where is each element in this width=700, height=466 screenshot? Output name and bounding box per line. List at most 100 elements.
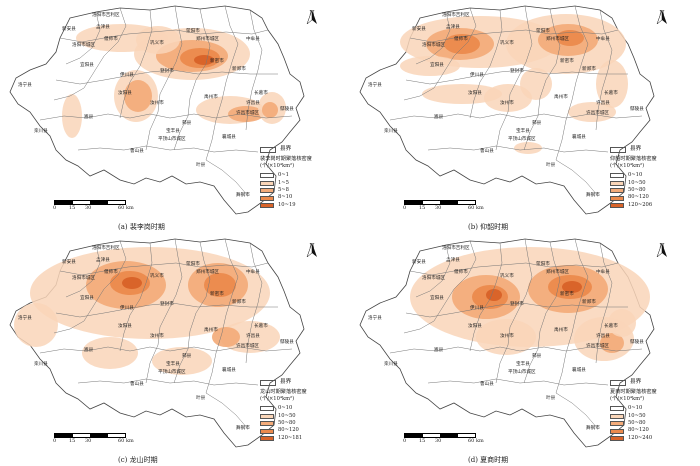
- north-arrow-icon: [656, 243, 667, 257]
- county-label: 汝阳县: [118, 89, 132, 96]
- county-label: 叶县: [196, 394, 206, 401]
- county-label: 汝阳县: [468, 89, 482, 96]
- county-label: 叶县: [546, 161, 556, 168]
- county-label: 襄城县: [572, 366, 586, 373]
- county-label: 郑州市城区: [546, 35, 569, 42]
- scale-tick: 15: [419, 438, 426, 444]
- legend-label: 0~10: [628, 405, 643, 412]
- legend-row: 10~50: [610, 413, 657, 420]
- county-label: 新郑市: [582, 298, 596, 305]
- county-label: 栾川县: [384, 127, 398, 134]
- county-label: 汝阳县: [468, 322, 482, 329]
- legend-swatch: [260, 428, 274, 434]
- county-label: 孟津县: [96, 23, 110, 30]
- legend-label: 120~181: [278, 434, 303, 441]
- density-class-2: [220, 321, 280, 353]
- scale-tick: 60 km: [468, 205, 484, 211]
- county-label: 宜阳县: [430, 61, 444, 68]
- boundary-key: 县界: [610, 379, 657, 386]
- density-class-2: [608, 309, 636, 337]
- boundary-swatch: [610, 379, 626, 386]
- county-label: 平顶山市城区: [158, 135, 186, 142]
- legend-unit: (个/×10⁴km²): [260, 162, 295, 169]
- county-label: 许昌市城区: [236, 342, 259, 349]
- county-label: 巩义市: [500, 39, 514, 46]
- county-label: 洛阳市城区: [422, 274, 445, 281]
- county-label: 荥阳市: [186, 27, 200, 34]
- density-class-2: [514, 142, 542, 154]
- county-label: 郏县: [532, 119, 542, 126]
- density-class-2: [596, 60, 628, 108]
- legend-swatch: [610, 173, 624, 179]
- legend-label: 10~19: [278, 201, 296, 208]
- density-map: 洛阳市吉利区 新安县 孟津县 偃师市 洛阳市城区 巩义市 荥阳市 郑州市城区 中…: [359, 238, 655, 448]
- county-label: 孟津县: [96, 256, 110, 263]
- county-label: 巩义市: [500, 272, 514, 279]
- density-class-3: [228, 106, 264, 122]
- county-label: 中牟县: [596, 268, 610, 275]
- map-panel-b: 洛阳市吉利区 新安县 孟津县 偃师市 洛阳市城区 巩义市 荥阳市 郑州市城区 中…: [350, 0, 700, 233]
- county-label: 宝丰县: [166, 127, 180, 134]
- county-label: 荥阳市: [536, 27, 550, 34]
- north-arrow: N: [306, 243, 318, 265]
- north-arrow: N: [656, 10, 668, 32]
- legend-row: 50~80: [610, 187, 657, 194]
- legend-row: 50~80: [260, 420, 307, 427]
- county-label: 平顶山市城区: [508, 368, 536, 375]
- legend-title: 夏商时期聚落核密度: [610, 389, 657, 396]
- scale-tick: 30: [85, 205, 92, 211]
- density-class-4: [556, 30, 584, 46]
- legend-label: 10~50: [278, 412, 296, 419]
- legend-row: 10~50: [610, 180, 657, 187]
- legend-title: 龙山时期聚落核密度: [260, 389, 307, 396]
- legend-swatch: [260, 188, 274, 194]
- legend-label: 80~120: [628, 194, 649, 201]
- density-class-3: [124, 80, 152, 112]
- county-label: 舞钢市: [236, 191, 250, 198]
- legend-unit: (个/×10⁴km²): [260, 395, 295, 402]
- county-boundaries: [389, 5, 643, 197]
- legend-swatch: [260, 180, 274, 186]
- legend-title: 仰韶时期聚落核密度: [610, 156, 657, 163]
- county-label: 洛宁县: [18, 81, 32, 88]
- county-label: 新密市: [210, 290, 224, 297]
- county-label: 洛阳市吉利区: [442, 244, 470, 251]
- county-label: 许昌县: [246, 332, 260, 339]
- legend-label: 0~10: [278, 405, 293, 412]
- density-class-2: [422, 84, 502, 104]
- panel-caption: (a) 裴李岗时期: [118, 223, 165, 231]
- county-label: 新密市: [560, 57, 574, 64]
- county-label: 洛阳市吉利区: [92, 244, 120, 251]
- map-panel-c: 洛阳市吉利区 新安县 孟津县 偃师市 洛阳市城区 巩义市 荥阳市 郑州市城区 中…: [0, 233, 350, 466]
- legend-label: 10~50: [628, 179, 646, 186]
- county-label: 洛阳市城区: [72, 41, 95, 48]
- legend-swatch: [260, 435, 274, 441]
- legend-swatch: [610, 188, 624, 194]
- boundary-key: 县界: [260, 146, 312, 153]
- legend-label: 80~120: [278, 427, 299, 434]
- county-label: 平顶山市城区: [508, 135, 536, 142]
- legend: 县界 龙山时期聚落核密度 (个/×10⁴km²) 0~10 10~50 50~80 8…: [260, 379, 307, 442]
- county-label: 栾川县: [34, 127, 48, 134]
- county-label: 登封市: [510, 300, 524, 307]
- county-label: 宜阳县: [430, 294, 444, 301]
- county-label: 偃师市: [454, 35, 468, 42]
- county-label: 长葛市: [254, 89, 268, 96]
- legend-row: 80~120: [610, 194, 657, 201]
- county-label: 舞钢市: [236, 424, 250, 431]
- scale-tick: 15: [69, 438, 76, 444]
- legend-label: 10~50: [628, 412, 646, 419]
- density-class-2: [520, 68, 552, 100]
- county-label: 宜阳县: [80, 61, 94, 68]
- county-label: 洛宁县: [368, 314, 382, 321]
- density-class-5: [122, 277, 142, 289]
- north-arrow: N: [306, 10, 318, 32]
- scale-tick: 60 km: [468, 438, 484, 444]
- county-label: 偃师市: [104, 268, 118, 275]
- legend-swatch: [610, 413, 624, 419]
- scale-bar: 0 15 30 60 km: [403, 200, 500, 212]
- density-class-5: [194, 55, 214, 65]
- county-label: 宜阳县: [80, 294, 94, 301]
- legend-label: 50~80: [628, 420, 646, 426]
- legend-label: 1~5: [278, 179, 289, 186]
